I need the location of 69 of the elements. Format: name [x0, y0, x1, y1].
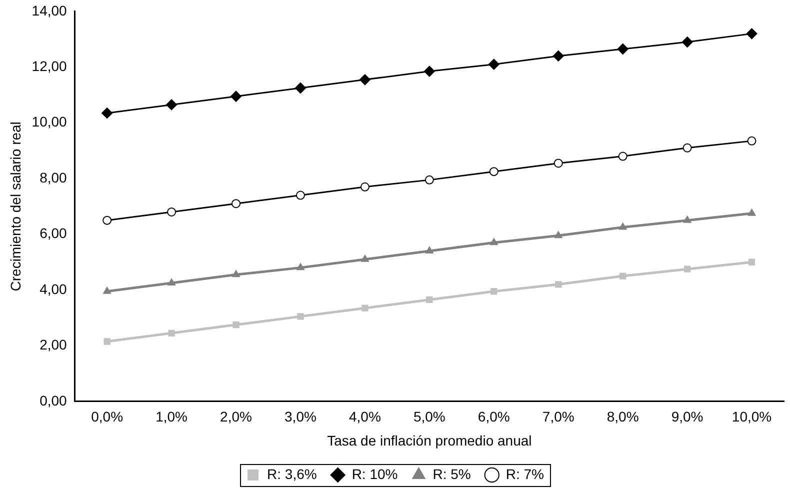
point	[297, 313, 304, 320]
point	[488, 58, 500, 70]
x-tick-label: 4,0%	[348, 408, 381, 425]
point	[619, 272, 626, 280]
y-tick-label: 6,00	[40, 225, 68, 242]
y-tick-label: 14,00	[32, 2, 68, 18]
point	[360, 182, 370, 192]
point	[103, 286, 112, 294]
point	[748, 258, 756, 266]
point	[748, 208, 756, 216]
point	[167, 207, 176, 216]
point	[424, 175, 434, 184]
point	[489, 167, 498, 176]
point	[425, 246, 434, 254]
x-tick-label: 9,0%	[671, 408, 704, 425]
point	[362, 304, 368, 312]
y-tick-label: 2,00	[40, 336, 68, 353]
point	[230, 90, 242, 102]
point	[746, 28, 758, 40]
point	[684, 266, 691, 272]
point	[232, 270, 240, 278]
point	[683, 216, 692, 223]
point	[294, 82, 306, 94]
point	[490, 288, 498, 295]
point	[360, 254, 369, 262]
x-tick-label: 5,0%	[413, 408, 446, 425]
point	[102, 216, 112, 225]
point	[424, 66, 435, 77]
point	[554, 158, 563, 168]
point	[554, 231, 562, 238]
point	[296, 190, 305, 200]
x-tick-label: 10,0%	[732, 408, 772, 425]
point	[426, 296, 433, 304]
legend-label: R: 10%	[352, 466, 398, 482]
point	[617, 44, 628, 55]
x-tick-label: 1,0%	[156, 408, 188, 425]
y-tick-label: 8,00	[40, 169, 68, 186]
point	[618, 222, 627, 230]
point	[166, 99, 178, 110]
x-tick-label: 8,0%	[606, 408, 639, 425]
point	[232, 321, 240, 328]
point	[168, 330, 175, 336]
point	[359, 74, 370, 86]
point	[102, 108, 113, 119]
y-tick-label: 12,00	[32, 58, 68, 74]
point	[747, 136, 756, 146]
x-axis-title: Tasa de inflación promedio anual	[327, 432, 532, 448]
y-tick-label: 0,00	[40, 392, 68, 408]
legend-label: R: 7%	[506, 466, 544, 482]
x-tick-label: 7,0%	[542, 408, 574, 425]
point	[490, 238, 498, 246]
x-tick-label: 2,0%	[220, 408, 252, 425]
x-tick-label: 3,0%	[284, 408, 316, 425]
legend-label: R: 3,6%	[267, 466, 317, 482]
x-tick-label: 6,0%	[478, 408, 510, 425]
x-tick-label: 0,0%	[91, 408, 124, 425]
y-tick-label: 10,00	[32, 114, 68, 130]
point	[232, 199, 241, 208]
point	[552, 50, 564, 62]
legend-label: R: 5%	[432, 466, 471, 482]
point	[618, 152, 628, 161]
y-tick-label: 4,00	[40, 280, 68, 297]
point	[682, 143, 692, 152]
point	[296, 263, 304, 270]
point	[555, 281, 562, 288]
point	[168, 278, 176, 286]
point	[104, 338, 110, 345]
point	[682, 36, 693, 48]
y-axis-title: Crecimiento del salario real	[7, 122, 24, 292]
